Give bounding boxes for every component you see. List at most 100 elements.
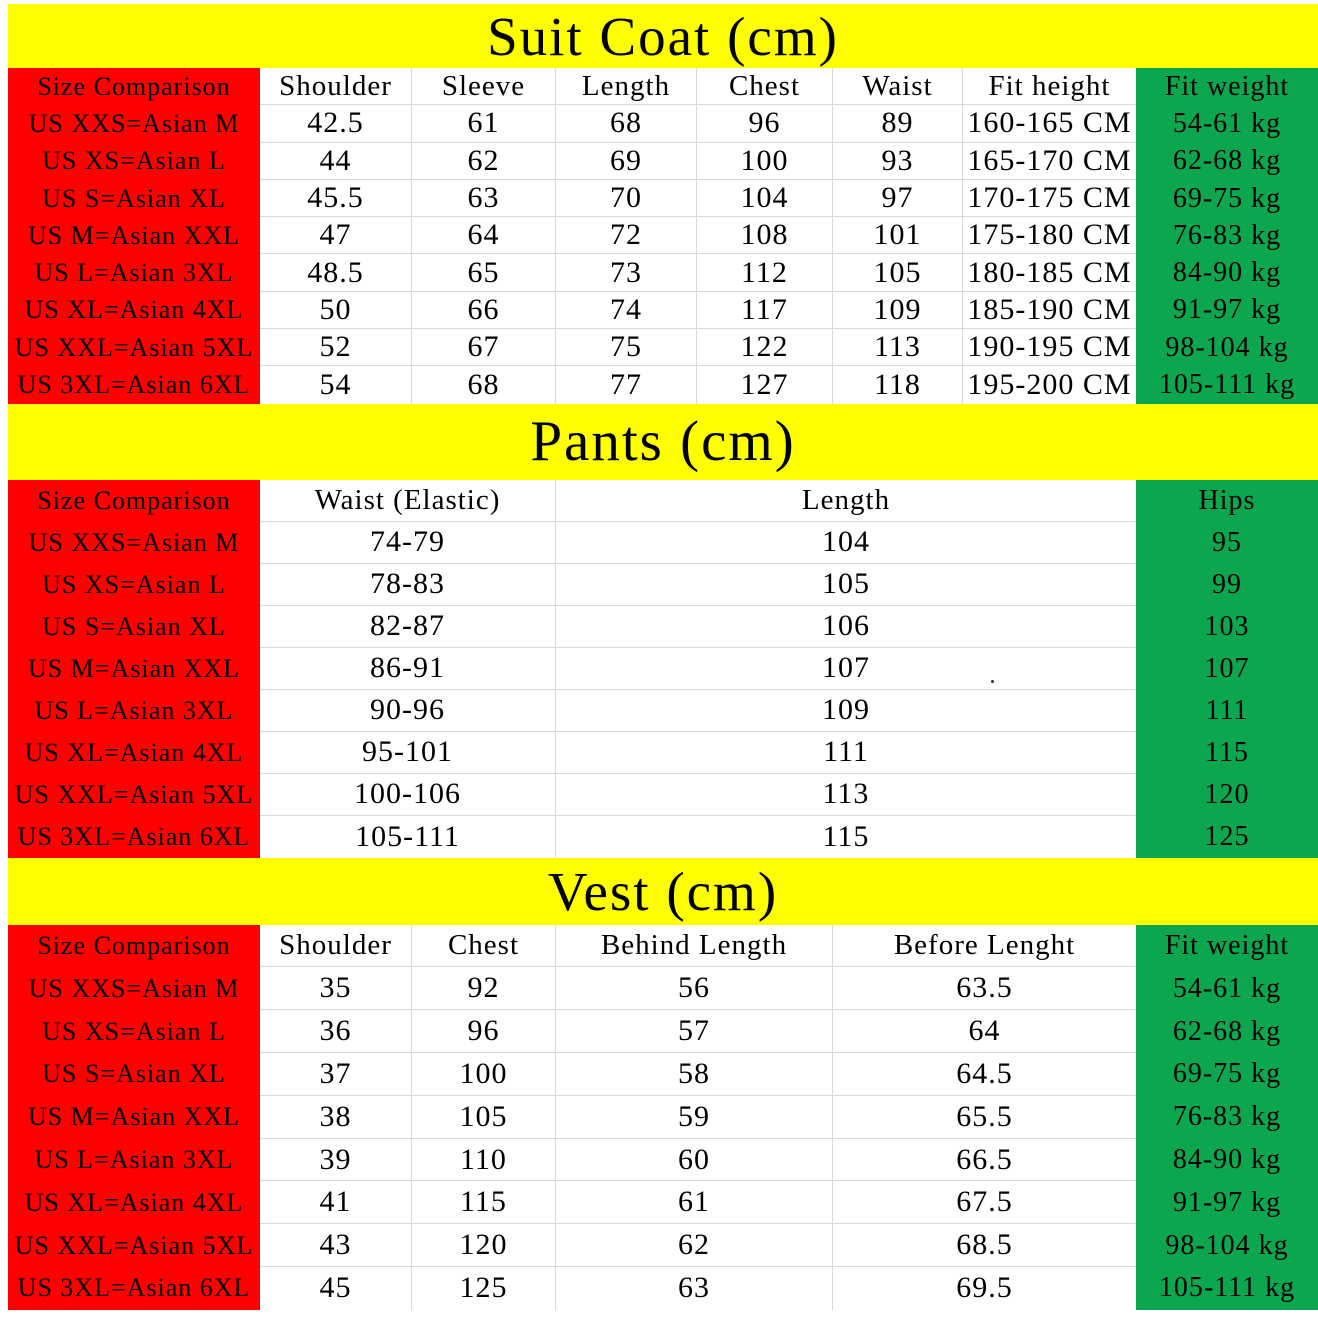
data-cell: 65.5 (833, 1096, 1136, 1139)
data-cell: 175-180 CM (963, 217, 1136, 255)
data-cell: 69.5 (956, 1271, 1013, 1305)
data-cell: 111 (556, 732, 1136, 774)
data-cell: 96 (412, 1010, 556, 1054)
data-cell: 84-90 kg (1136, 254, 1318, 292)
data-cell: 73 (556, 254, 697, 292)
data-cell: 98-104 kg (1136, 1224, 1318, 1268)
data-cell: 60 (556, 1138, 833, 1182)
vest-table: Size Comparison Shoulder Chest Behind Lengt… (8, 924, 1318, 1310)
data-cell: 125 (1136, 815, 1318, 858)
data-cell: 104 (697, 179, 833, 218)
data-cell: 110 (412, 1138, 556, 1182)
column-header: Shoulder (260, 68, 412, 106)
data-cell: 117 (697, 291, 833, 330)
row-label: US XS=Asian L (8, 142, 260, 180)
suit-coat-table: Size Comparison Shoulder Sleeve Length Chest… (8, 68, 1318, 404)
data-cell: 99 (1136, 563, 1318, 606)
row-label: US XS=Asian L (8, 1010, 260, 1054)
data-cell: 98-104 kg (1136, 329, 1318, 367)
data-cell: 165-170 CM (963, 143, 1136, 180)
row-label: US XXL=Asian 5XL (8, 329, 260, 367)
data-cell: 67 (412, 329, 556, 367)
row-label: US XXL=Asian 5XL (8, 1224, 260, 1268)
data-cell: 97 (833, 179, 963, 218)
data-cell: 109 (833, 291, 963, 330)
data-cell: 63.5 (833, 967, 1136, 1011)
column-header: Size Comparison (8, 68, 260, 106)
data-cell: 84-90 kg (1136, 1138, 1318, 1182)
data-cell: 69-75 kg (1136, 1053, 1318, 1096)
data-cell: 41 (260, 1181, 412, 1225)
data-cell: 77 (556, 366, 697, 404)
row-label: US XL=Asian 4XL (8, 291, 260, 330)
column-header: Chest (412, 924, 556, 968)
row-label: US XXS=Asian M (8, 967, 260, 1011)
data-cell: 190-195 CM (963, 329, 1136, 367)
data-cell: 64.5 (833, 1053, 1136, 1096)
data-cell: 68 (556, 105, 697, 143)
data-cell: 64 (412, 217, 556, 255)
data-cell: 113 (833, 329, 963, 367)
data-cell: 106 (556, 606, 1136, 648)
data-cell: 122 (697, 329, 833, 367)
data-cell: 86-91 (260, 647, 556, 690)
data-cell: 95-101 (260, 731, 556, 774)
stray-dot-artifact (991, 680, 994, 683)
data-cell: 62-68 kg (1136, 142, 1318, 180)
data-cell: 39 (260, 1138, 412, 1182)
column-header: Fit height (963, 68, 1136, 106)
data-cell: 91-97 kg (1136, 291, 1318, 330)
data-cell: 108 (697, 217, 833, 255)
data-cell: 103 (1136, 605, 1318, 648)
data-cell: 115 (822, 819, 870, 853)
data-cell: 61 (412, 105, 556, 143)
data-cell: 75 (556, 329, 697, 367)
data-cell: 113 (556, 774, 1136, 816)
data-cell: 91-97 kg (1136, 1181, 1318, 1225)
data-cell: 105-111 kg (1136, 1267, 1318, 1310)
data-cell: 52 (260, 329, 412, 367)
data-cell: 58 (556, 1053, 833, 1096)
data-cell: 109 (556, 690, 1136, 732)
data-cell: 100 (697, 142, 833, 180)
data-cell: 92 (412, 967, 556, 1011)
data-cell: 105 (833, 254, 963, 292)
data-cell: 54 (260, 366, 412, 404)
data-cell: 45 (260, 1267, 412, 1310)
data-cell: 101 (833, 217, 963, 255)
column-header: Size Comparison (8, 924, 260, 968)
data-cell: 93 (833, 142, 963, 180)
column-header: Fit weight (1136, 68, 1318, 106)
data-cell: 111 (1136, 689, 1318, 732)
data-cell: 76-83 kg (1136, 217, 1318, 255)
row-label: US S=Asian XL (8, 1053, 260, 1096)
row-label: US 3XL=Asian 6XL (8, 815, 260, 858)
data-cell: 112 (697, 254, 833, 292)
data-cell: 68 (412, 366, 556, 404)
column-header: Behind Length (556, 924, 833, 968)
data-cell: 105 (556, 564, 1136, 606)
data-cell: 69-75 kg (1136, 179, 1318, 218)
data-cell: 105-111 (260, 815, 556, 858)
column-header: Length (556, 68, 697, 106)
data-cell: 54-61 kg (1136, 967, 1318, 1011)
data-cell: 50 (260, 291, 412, 330)
section-pants: Pants (cm) Size Comparison Waist (Elastic… (8, 403, 1318, 858)
column-header: Size Comparison (8, 479, 260, 522)
column-header: Chest (697, 68, 833, 106)
data-cell: 54-61 kg (1136, 105, 1318, 143)
data-cell: 37 (260, 1053, 412, 1096)
pants-title: Pants (cm) (8, 403, 1318, 480)
column-header: Before Lenght (833, 925, 1136, 968)
row-label: US L=Asian 3XL (8, 1138, 260, 1182)
data-cell: 64 (833, 1010, 1136, 1054)
row-label: US XXL=Asian 5XL (8, 773, 260, 816)
data-cell: 82-87 (260, 605, 556, 648)
data-cell: 67.5 (833, 1181, 1136, 1225)
data-cell: 118 (833, 366, 963, 404)
data-cell: 66 (412, 291, 556, 330)
data-cell: 48.5 (260, 254, 412, 292)
size-chart-sheet: Suit Coat (cm) Size Comparison Shoulder Sl… (8, 4, 1318, 1310)
data-cell: 96 (697, 105, 833, 143)
